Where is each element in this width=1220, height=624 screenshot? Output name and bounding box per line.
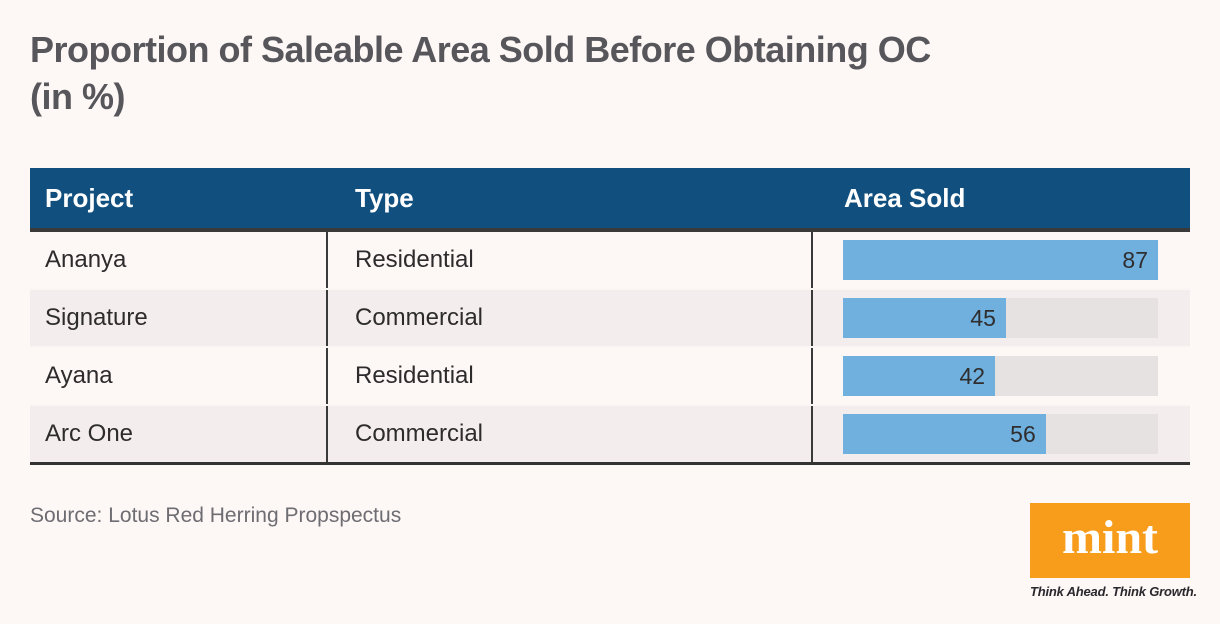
brand-tagline: Think Ahead. Think Growth. — [1030, 584, 1197, 599]
bar-value-label: 87 — [1122, 246, 1148, 273]
table-row: Ananya Residential 87 — [30, 232, 1190, 288]
type-cell: Residential — [328, 232, 813, 288]
project-cell: Ayana — [30, 348, 328, 404]
project-cell: Ananya — [30, 232, 328, 288]
bar-cell: 87 — [813, 232, 1190, 288]
column-header-type: Type — [355, 182, 414, 213]
bar-value-label: 42 — [959, 362, 986, 389]
bar-fill: 45 — [843, 298, 1006, 338]
column-header-area-sold: Area Sold — [844, 182, 966, 213]
type-cell: Commercial — [328, 290, 813, 346]
bar-track: 42 — [843, 356, 1158, 396]
bar-cell: 42 — [813, 348, 1190, 404]
bar-value-label: 45 — [970, 304, 996, 331]
bar-fill: 42 — [843, 356, 996, 396]
page-title-line2: (in %) — [30, 76, 125, 117]
bar-cell: 56 — [813, 406, 1190, 462]
bar-fill: 56 — [843, 414, 1046, 454]
bar-track: 45 — [843, 298, 1158, 338]
source-note: Source: Lotus Red Herring Propspectus — [30, 504, 402, 527]
project-cell: Signature — [30, 290, 328, 346]
bar-cell: 45 — [813, 290, 1190, 346]
table-body: Ananya Residential 87 Signature Commerci… — [30, 232, 1190, 465]
mint-logo-box: mint — [1030, 503, 1190, 578]
table-row: Signature Commercial 45 — [30, 288, 1190, 346]
page-title-line1: Proportion of Saleable Area Sold Before … — [30, 29, 931, 70]
type-cell: Commercial — [328, 406, 813, 462]
bar-fill: 87 — [843, 240, 1158, 280]
mint-logo: mint Think Ahead. Think Growth. — [1030, 503, 1197, 599]
table-row: Arc One Commercial 56 — [30, 404, 1190, 462]
table-header-row: Project Type Area Sold — [30, 168, 1190, 232]
bar-track: 56 — [843, 414, 1158, 454]
project-cell: Arc One — [30, 406, 328, 462]
table-row: Ayana Residential 42 — [30, 346, 1190, 404]
mint-wordmark: mint — [1062, 510, 1158, 564]
bar-track: 87 — [843, 240, 1158, 280]
type-cell: Residential — [328, 348, 813, 404]
column-header-project: Project — [45, 182, 134, 213]
bar-value-label: 56 — [1010, 420, 1036, 447]
data-table: Project Type Area Sold Ananya Residentia… — [30, 168, 1190, 465]
page-title: Proportion of Saleable Area Sold Before … — [30, 26, 1190, 120]
